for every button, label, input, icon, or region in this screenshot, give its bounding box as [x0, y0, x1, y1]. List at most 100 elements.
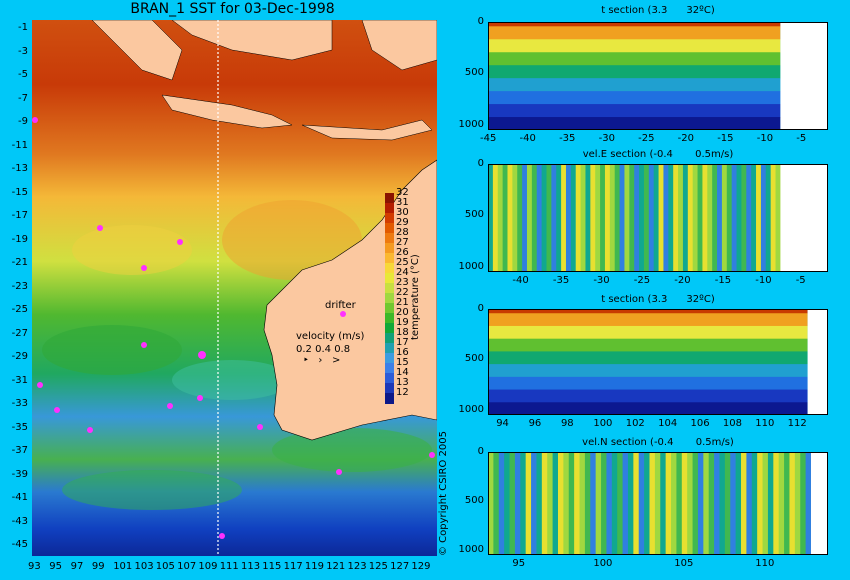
velocity-column: [606, 452, 613, 555]
section-x-tick: -35: [552, 275, 570, 286]
velocity-column: [697, 164, 704, 272]
section-x-tick: -5: [796, 133, 807, 144]
map-x-tick: 129: [411, 561, 431, 572]
velocity-column: [760, 164, 767, 272]
colorbar-tick: 31: [396, 197, 409, 208]
velocity-column: [624, 164, 630, 272]
velocity-column: [746, 164, 752, 272]
velocity-column: [514, 452, 521, 555]
java-land: [161, 94, 293, 129]
velocity-scale-3: 0.8: [334, 344, 351, 355]
map-y-tick: -7: [18, 92, 28, 104]
section-x-tick: 104: [658, 418, 678, 429]
velocity-column: [536, 164, 543, 272]
map-y-tick: -27: [11, 327, 28, 339]
colorbar-tick: 27: [396, 237, 409, 248]
velocity-column: [671, 452, 678, 555]
section-y-tick: 1000: [458, 403, 484, 415]
velocity-column: [590, 164, 596, 272]
velocity-column: [719, 452, 726, 555]
section-y-tick: 500: [464, 67, 484, 79]
colorbar-swatch: [385, 393, 394, 404]
map-y-tick: -23: [11, 280, 28, 292]
velocity-column: [568, 452, 575, 555]
colorbar-tick: 30: [396, 207, 409, 218]
map-x-tick: 99: [91, 561, 105, 572]
velocity-column: [525, 452, 532, 555]
velocity-column: [570, 164, 577, 272]
velocity-column: [678, 164, 684, 272]
velocity-column: [741, 452, 747, 555]
colorbar-swatch: [385, 333, 394, 344]
section-y-tick: 500: [464, 353, 484, 365]
copyright: © Copyright CSIRO 2005: [438, 431, 449, 556]
velocity-label: velocity (m/s): [296, 331, 365, 342]
section-x-tick: -45: [480, 133, 497, 144]
velocity-column: [520, 452, 527, 555]
velocity-column: [648, 164, 655, 272]
plot-frame: [488, 164, 828, 272]
velocity-column: [580, 164, 587, 272]
land-mask: [780, 164, 828, 272]
sumatra-land: [91, 20, 183, 81]
colorbar-swatch: [385, 353, 394, 364]
colorbar-tick: 25: [396, 257, 409, 268]
section-x-tick: -15: [717, 133, 734, 144]
temperature-band: [488, 52, 781, 67]
velocity-column: [708, 452, 715, 555]
velocity-column: [561, 164, 567, 272]
map-x-tick: 115: [262, 561, 282, 572]
velocity-column: [614, 164, 621, 272]
velocity-column: [565, 164, 572, 272]
velocity-column: [687, 452, 694, 555]
section-x-tick: 108: [722, 418, 742, 429]
map-y-tick: -43: [11, 515, 28, 527]
colorbar-tick: 16: [396, 347, 409, 358]
velocity-column: [775, 164, 781, 272]
velocity-column: [751, 164, 757, 272]
land-mask: [780, 22, 828, 130]
map-x-tick: 107: [177, 561, 197, 572]
section-y-tick: 1000: [458, 260, 484, 272]
velocity-column: [517, 164, 523, 272]
section-y-tick: 0: [477, 158, 484, 169]
section-title: vel.N section (-0.4 0.5m/s): [582, 437, 734, 448]
colorbar-swatch: [385, 273, 394, 284]
map-x-tick: 127: [390, 561, 410, 572]
velocity-column: [502, 164, 509, 272]
temperature-band: [488, 22, 781, 29]
section-x-tick: -20: [674, 275, 691, 286]
velocity-scale-2: 0.4: [315, 344, 331, 355]
section-x-tick: 94: [496, 418, 509, 429]
velocity-column: [590, 452, 597, 555]
colorbar-swatch: [385, 303, 394, 314]
velocity-column: [619, 164, 626, 272]
map-y-tick: -37: [11, 445, 28, 456]
section-plot: [488, 22, 828, 130]
temperature-band: [488, 402, 808, 415]
velocity-column: [552, 452, 559, 555]
map-x-tick: 101: [113, 561, 133, 572]
velocity-column: [784, 452, 791, 555]
land-mask: [807, 309, 828, 415]
section-x-tick: 110: [755, 418, 775, 429]
section-y-tick: 1000: [458, 118, 484, 130]
section-x-tick: -15: [714, 275, 732, 286]
velocity-column: [595, 164, 601, 272]
section-y-tick: 1000: [458, 544, 484, 556]
velocity-column: [600, 164, 606, 272]
drifter-label: drifter: [325, 300, 356, 311]
map-y-tick: -17: [11, 210, 28, 221]
map-x-tick: 105: [155, 561, 175, 572]
section-y-tick: 0: [477, 303, 484, 314]
velocity-column: [805, 452, 812, 555]
section-y-tick: 0: [477, 446, 484, 457]
section-y-tick: 0: [477, 16, 484, 27]
velocity-column: [498, 452, 505, 555]
map-y-tick: -15: [11, 186, 28, 198]
section-x-tick: -25: [633, 275, 651, 286]
map-y-tick: -5: [18, 69, 28, 80]
map-x-tick: 111: [219, 561, 239, 572]
velocity-column: [660, 452, 667, 555]
velocity-column: [633, 452, 640, 555]
